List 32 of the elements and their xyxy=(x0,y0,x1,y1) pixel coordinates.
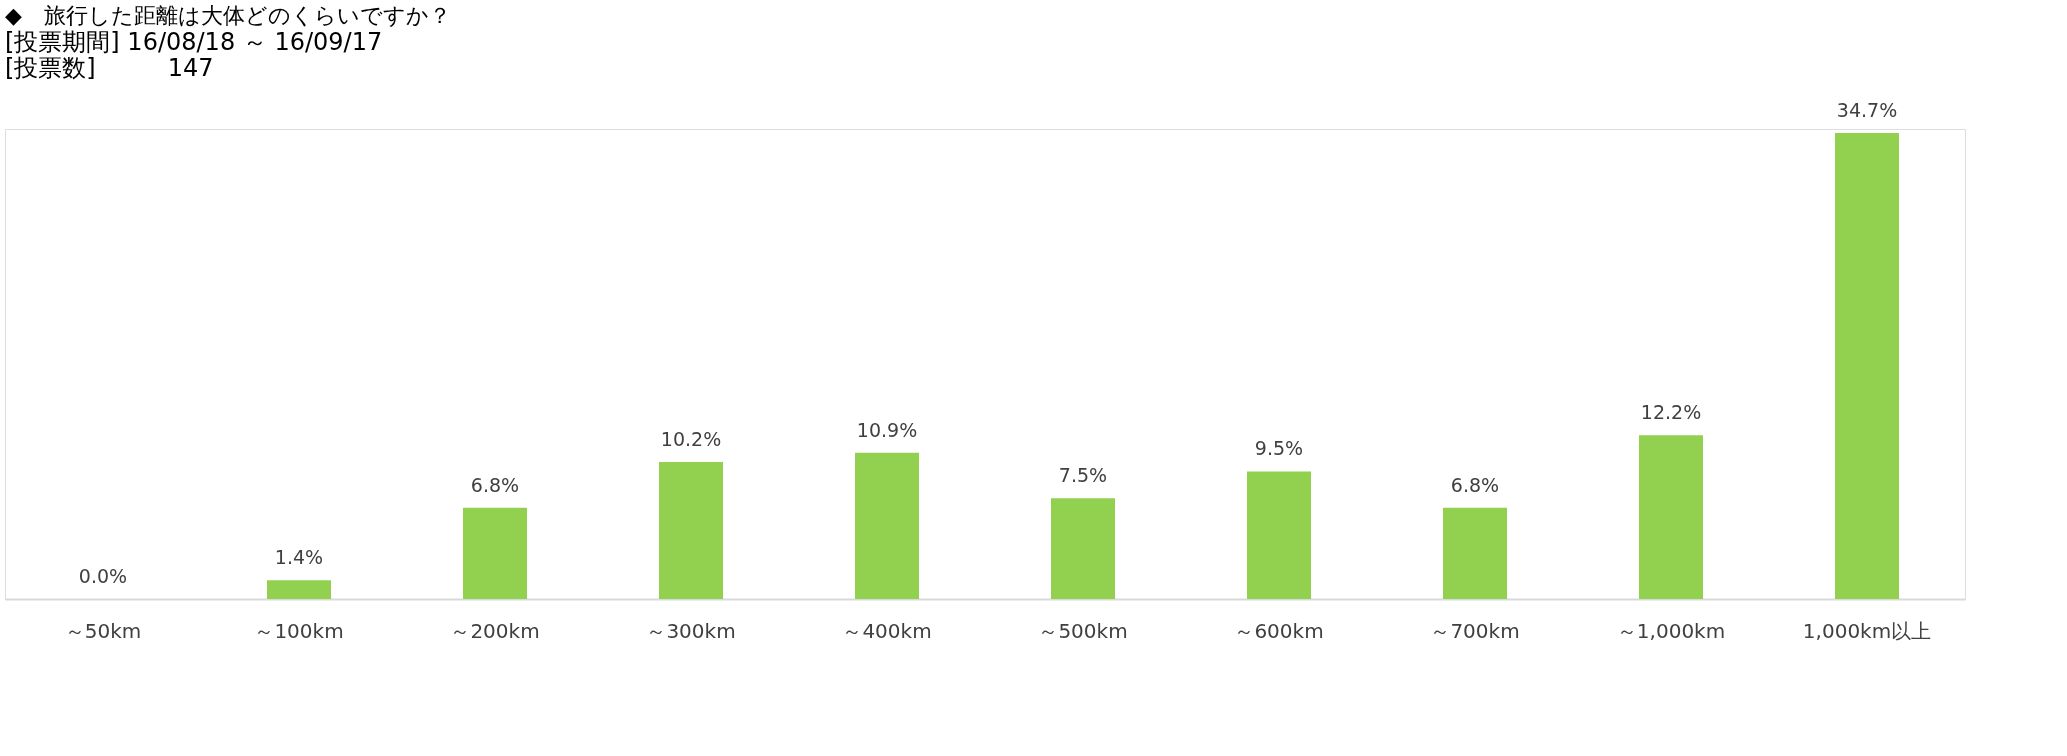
bar xyxy=(855,452,919,599)
chart-title: ◆ 旅行した距離は大体どのくらいですか？ xyxy=(5,3,451,29)
bar xyxy=(1247,471,1311,599)
x-tick-label: ～50km xyxy=(64,618,142,643)
bar xyxy=(463,507,527,599)
bar xyxy=(1443,507,1507,599)
x-tick-label: 1,000km以上 xyxy=(1802,618,1932,643)
data-label: 1.4% xyxy=(274,546,324,569)
data-label: 10.2% xyxy=(660,428,722,451)
data-label: 34.7% xyxy=(1836,99,1898,122)
x-tick-label: ～400km xyxy=(842,618,932,643)
data-label: 0.0% xyxy=(78,565,128,587)
data-label: 9.5% xyxy=(1254,437,1304,460)
bar xyxy=(267,580,331,599)
data-label: 6.8% xyxy=(470,473,520,496)
x-tick-label: ～1,000km xyxy=(1616,618,1726,643)
bar xyxy=(1639,435,1703,599)
bar xyxy=(1051,498,1115,599)
bar xyxy=(659,462,723,599)
x-tick-label: ～500km xyxy=(1038,618,1128,643)
x-tick-label: ～100km xyxy=(254,618,344,643)
x-tick-label: ～700km xyxy=(1430,618,1520,643)
x-tick-label: ～200km xyxy=(450,618,540,643)
bar xyxy=(1835,133,1899,599)
data-label: 6.8% xyxy=(1450,473,1500,496)
data-label: 7.5% xyxy=(1058,464,1108,487)
text: [投票数] 147 xyxy=(5,54,214,83)
data-label: 10.9% xyxy=(856,418,918,441)
data-label: 12.2% xyxy=(1640,401,1702,424)
chart-subtitle: [投票期間] 16/08/18 ～ 16/09/17 xyxy=(5,28,383,57)
x-tick-label: ～600km xyxy=(1234,618,1324,643)
x-tick-label: ～300km xyxy=(646,618,736,643)
